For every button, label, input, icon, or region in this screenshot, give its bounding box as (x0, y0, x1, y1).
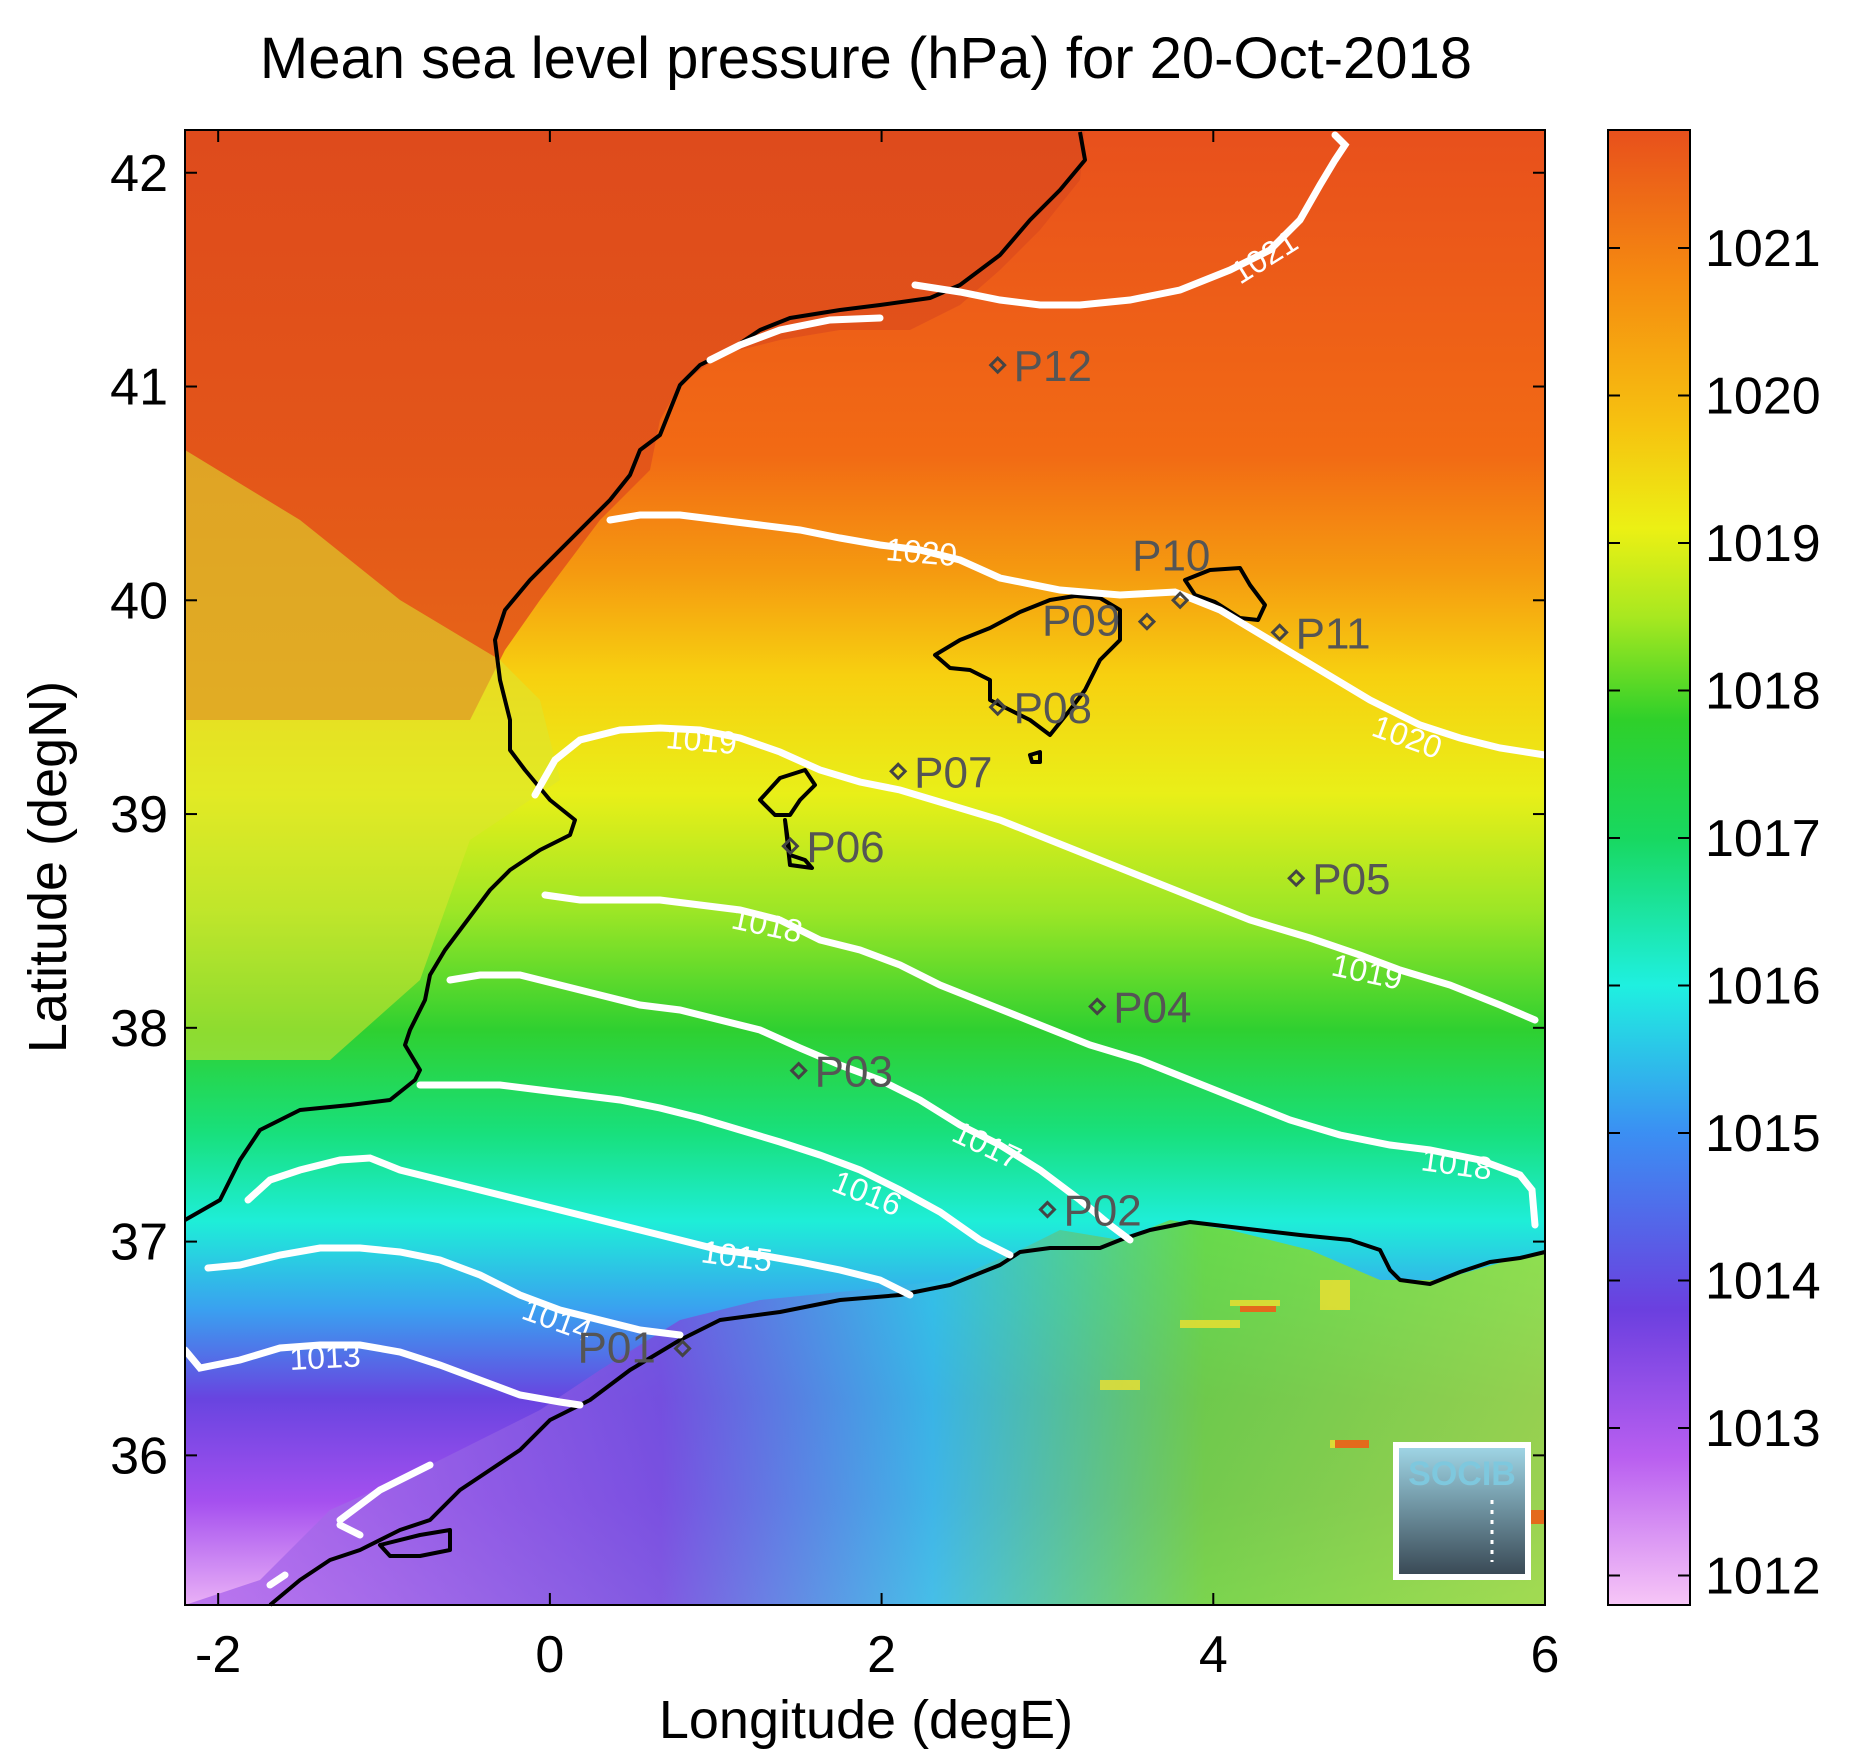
station-marker-p08 (988, 698, 1007, 717)
socib-logo-text: SOCIB (1408, 1455, 1516, 1493)
colorbar-tick-label: 1018 (1705, 663, 1821, 721)
africa-hot-patches (1240, 1306, 1544, 1524)
colorbar-tick-label: 1012 (1705, 1548, 1821, 1606)
x-tick-label: 4 (1199, 1626, 1228, 1684)
contour-1021 (706, 131, 1350, 364)
station-marker-p06 (781, 837, 800, 856)
y-tick-label: 39 (110, 786, 168, 844)
iberia-coastline (184, 131, 1087, 1222)
alboran-island-coastline (378, 1528, 452, 1558)
contour-1012 (266, 1461, 434, 1589)
x-axis-label: Longitude (degE) (659, 1690, 1073, 1750)
colorbar-tick-label: 1015 (1705, 1105, 1821, 1163)
contour-label-1013: 1013 (288, 1337, 361, 1377)
colorbar-tick-label: 1020 (1705, 368, 1821, 426)
cabrera-coastline (1028, 750, 1042, 764)
y-tick-label: 38 (110, 1000, 168, 1058)
x-tick-label: 6 (1531, 1626, 1560, 1684)
station-marker-p10 (1170, 591, 1190, 610)
station-marker-p03 (789, 1061, 808, 1080)
contour-1015 (244, 1154, 914, 1299)
contour-label-1019-west: 1019 (664, 719, 738, 761)
colorbar-tick-label: 1014 (1705, 1253, 1821, 1311)
x-tick-label: 2 (867, 1626, 896, 1684)
y-tick-label: 41 (110, 359, 168, 417)
y-tick-label: 36 (110, 1427, 168, 1485)
contour-1014 (204, 1244, 684, 1339)
station-label-p03: P03 (815, 1048, 893, 1097)
station-label-p10: P10 (1132, 531, 1210, 580)
x-tick-labels: -2 0 2 4 6 (195, 1626, 1559, 1684)
y-axis-label: Latitude (degN) (18, 681, 78, 1053)
ibiza-coastline (758, 768, 817, 870)
coastlines (184, 131, 1546, 1607)
y-tick-label: 40 (110, 572, 168, 630)
x-tick-label: -2 (195, 1626, 241, 1684)
station-marker-p02 (1038, 1200, 1057, 1219)
station-marker-p05 (1287, 869, 1306, 888)
contour-1018 (541, 891, 1539, 1229)
contour-1017 (446, 971, 1134, 1244)
station-marker-p09 (1137, 612, 1157, 631)
menorca-coastline (1183, 566, 1267, 622)
station-label-p05: P05 (1312, 855, 1390, 904)
contour-1019 (531, 724, 1539, 1024)
station-marker-p04 (1088, 997, 1107, 1016)
station-label-p01: P01 (578, 1323, 656, 1372)
station-label-p02: P02 (1063, 1187, 1141, 1236)
colorbar-tick-label: 1019 (1705, 515, 1821, 573)
y-tick-labels: 42 41 40 39 38 37 36 (110, 145, 168, 1486)
mallorca-coastline (933, 594, 1122, 737)
x-tick-label: 0 (535, 1626, 564, 1684)
map-frame (184, 129, 1546, 1606)
station-marker-p11 (1270, 623, 1289, 642)
colorbar-tick-label: 1013 (1705, 1400, 1821, 1458)
station-label-p11: P11 (1296, 609, 1371, 658)
station-marker-p01 (673, 1339, 692, 1358)
station-label-p08: P08 (1014, 684, 1092, 733)
colorbar-tick-label: 1021 (1705, 220, 1821, 278)
chart-title: Mean sea level pressure (hPa) for 20-Oct… (260, 26, 1472, 91)
station-label-p07: P07 (914, 748, 992, 797)
africa-coastline (268, 1220, 1546, 1607)
colorbar (1607, 129, 1691, 1606)
contour-label-1020-west: 1020 (884, 531, 958, 573)
iberia-land (185, 130, 1085, 720)
station-label-p09: P09 (1042, 597, 1120, 646)
africa-land (185, 1220, 1545, 1605)
contour-lines (181, 131, 1549, 1589)
socib-logo: SOCIB (1393, 1442, 1531, 1580)
colorbar-tick-label: 1017 (1705, 810, 1821, 868)
station-label-p12: P12 (1014, 342, 1092, 391)
colorbar-ticks: 1021 1020 1019 1018 1017 1016 1015 1014 1013 1012 (1608, 220, 1821, 1606)
colorbar-tick-label: 1016 (1705, 958, 1821, 1016)
contour-1013 (181, 1341, 584, 1409)
station-label-p06: P06 (806, 823, 884, 872)
axis-tick-marks (185, 130, 1546, 1605)
contour-1020 (606, 511, 1549, 759)
station-label-p04: P04 (1113, 983, 1191, 1032)
station-marker-p12 (988, 356, 1007, 375)
iberia-coastal-band (185, 450, 560, 1060)
y-tick-label: 42 (110, 145, 168, 203)
station-marker-p07 (889, 762, 908, 781)
y-tick-label: 37 (110, 1214, 168, 1272)
contour-1016 (416, 1081, 1014, 1259)
